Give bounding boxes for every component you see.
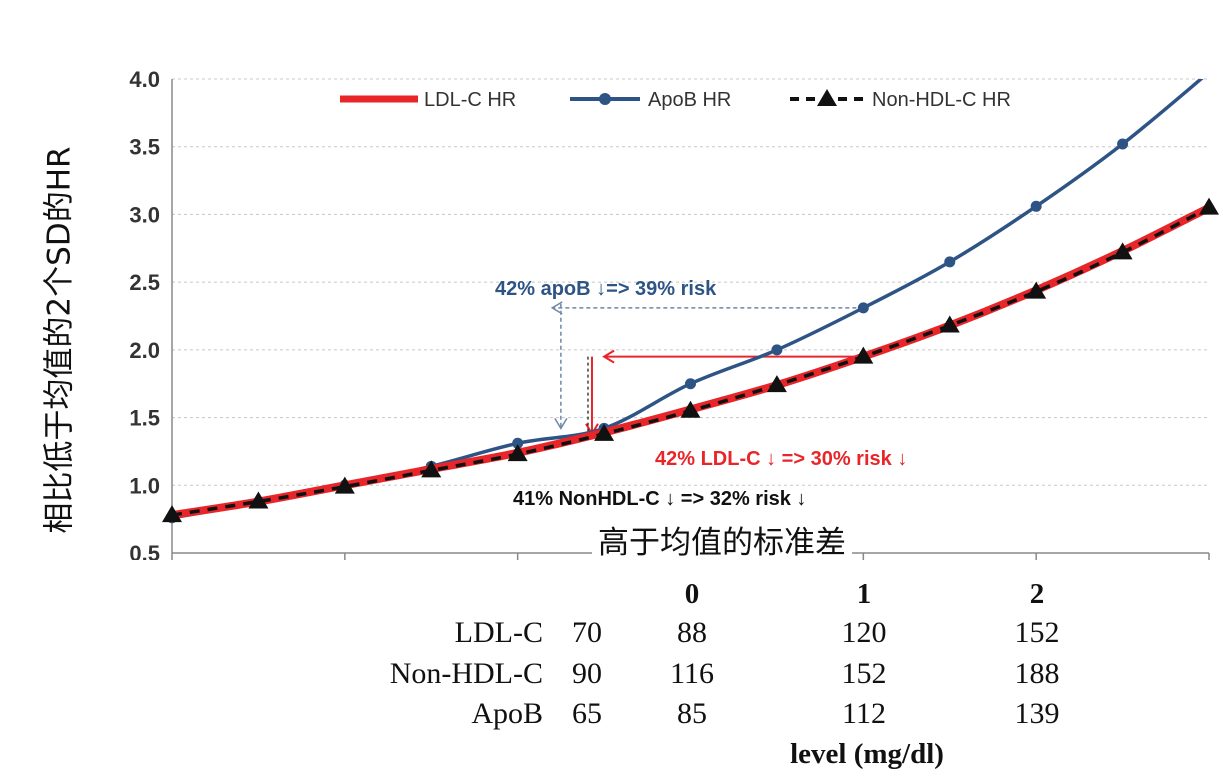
y-axis-label: 相比低于均值的2个SD的HR (41, 146, 78, 534)
axes: 0.5 1.0 1.5 2.0 2.5 3.0 3.5 4.0 (129, 67, 1210, 560)
apob-marker (771, 344, 783, 356)
row-label-apob: ApoB (471, 697, 543, 730)
ldl-arrowhead-h (602, 349, 615, 364)
non-hdl-marker (939, 315, 960, 333)
non-hdl-marker (853, 346, 874, 364)
annotation-apob: 42% apoB ↓=> 39% risk (495, 278, 717, 300)
sd-header-0: 0 (684, 578, 700, 610)
annotation-nonhdl: 41% NonHDL-C ↓ => 32% risk ↓ (513, 488, 806, 510)
legend-label-ldl-c: LDL-C HR (424, 89, 516, 111)
series-group (162, 67, 1219, 524)
cell: 188 (1014, 657, 1060, 690)
annotation-texts: 42% apoB ↓=> 39% risk 42% LDL-C ↓ => 30% … (495, 278, 907, 510)
row-label-nonhdl: Non-HDL-C (389, 657, 543, 690)
apob-arrowhead-v (554, 418, 568, 430)
cell: 70 (572, 616, 602, 649)
row-label-ldl: LDL-C (454, 616, 543, 649)
legend-marker-apob (599, 93, 611, 105)
y-tick-label: 1.5 (129, 406, 160, 431)
unit-label: level (mg/dl) (790, 738, 944, 770)
non-hdl-marker (248, 491, 269, 509)
y-tick-label: 2.0 (129, 338, 160, 363)
cell: 85 (677, 697, 707, 730)
non-hdl-marker (421, 460, 442, 478)
non-hdl-marker (1026, 281, 1047, 299)
cell: 116 (670, 657, 714, 690)
non-hdl-marker (507, 444, 528, 462)
y-tick-label: 3.0 (129, 202, 160, 227)
apob-marker (1204, 67, 1215, 78)
apob-marker (1117, 138, 1129, 150)
cell: 152 (1014, 616, 1060, 649)
apob-arrowhead-h (550, 301, 563, 315)
legend-label-non-hdl-c: Non-HDL-C HR (872, 89, 1011, 111)
non-hdl-marker (766, 375, 787, 393)
cell: 112 (842, 697, 886, 730)
cell: 88 (677, 616, 707, 649)
y-tick-label: 4.0 (129, 67, 160, 92)
cell: 90 (572, 657, 602, 690)
cell: 139 (1014, 697, 1060, 730)
apob-marker (944, 256, 956, 268)
non-hdl-marker (594, 423, 615, 441)
non-hdl-marker (162, 505, 182, 523)
cell: 65 (572, 697, 602, 730)
y-tick-label: 1.0 (129, 473, 160, 498)
sd-header-1: 1 (856, 578, 872, 610)
annotation-ldl: 42% LDL-C ↓ => 30% risk ↓ (655, 448, 907, 470)
non-hdl-marker (1199, 197, 1219, 215)
apob-marker (512, 437, 524, 449)
non-hdl-marker (680, 400, 701, 418)
y-tick-label: 3.5 (129, 135, 160, 160)
chart-area: 0.5 1.0 1.5 2.0 2.5 3.0 3.5 4.0 LDL-C HR ApoB HR… (129, 67, 1219, 560)
cell: 152 (841, 657, 887, 690)
y-tick-label: 2.5 (129, 270, 160, 295)
legend: LDL-C HR ApoB HR Non-HDL-C HR (340, 89, 1011, 111)
cell: 120 (841, 616, 887, 649)
non-hdl-marker (334, 476, 355, 494)
legend-marker-non-hdl-c (817, 89, 837, 106)
y-tick-label: 0.5 (129, 541, 160, 560)
x-axis-label: 高于均值的标准差 (592, 517, 852, 562)
apob-marker (857, 302, 869, 314)
sd-header-2: 2 (1029, 578, 1045, 610)
non-hdl-marker (1112, 242, 1133, 260)
apob-marker (1030, 200, 1042, 212)
annotation-arrows (550, 301, 864, 436)
legend-label-apob: ApoB HR (648, 89, 731, 111)
apob-marker (685, 378, 696, 390)
